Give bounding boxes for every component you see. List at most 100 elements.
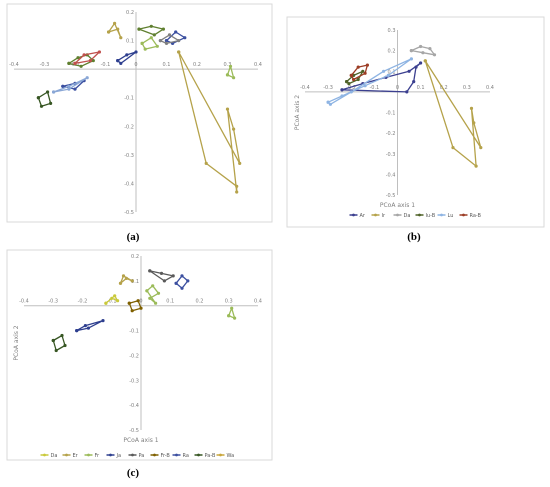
panel-label: (c) — [127, 467, 140, 479]
x-tick-label: 0.4 — [254, 299, 262, 305]
data-point — [382, 69, 386, 73]
data-point — [116, 59, 120, 63]
legend-marker — [175, 453, 178, 457]
panel-label: (b) — [407, 231, 421, 243]
legend-marker — [131, 453, 134, 457]
legend-marker — [65, 453, 68, 457]
x-tick-label: -0.2 — [78, 299, 88, 305]
legend-marker — [396, 213, 399, 217]
x-tick-label: -0.1 — [369, 85, 379, 91]
data-point — [361, 69, 365, 73]
data-point — [116, 299, 120, 303]
legend-marker — [374, 213, 377, 217]
data-point — [164, 39, 169, 43]
series-11 — [158, 33, 181, 46]
data-point — [419, 61, 423, 65]
series-line — [228, 307, 236, 319]
legend-label: Iu-B — [426, 213, 436, 219]
x-tick-label: 0.1 — [166, 299, 174, 305]
data-point — [88, 59, 92, 63]
x-axis-title: PCoA axis 1 — [123, 437, 158, 444]
legend-marker — [352, 213, 355, 217]
x-tick-label: 0.2 — [440, 85, 448, 91]
y-tick-label: -0.3 — [124, 153, 134, 159]
x-tick-label: 0 — [134, 62, 137, 68]
data-point — [121, 274, 126, 278]
data-point — [326, 100, 330, 104]
series-ja — [75, 319, 105, 333]
data-point — [63, 343, 67, 348]
y-tick-label: -0.1 — [124, 96, 134, 102]
data-point — [73, 87, 77, 91]
y-tick-label: 0.1 — [388, 69, 396, 75]
data-point — [386, 73, 390, 77]
x-tick-label: 0.3 — [463, 85, 471, 91]
data-point — [116, 27, 120, 31]
data-point — [174, 281, 178, 285]
data-point — [235, 190, 239, 194]
x-tick-label: 0.4 — [254, 62, 262, 68]
data-point — [152, 33, 156, 37]
x-tick-label: 0 — [139, 299, 142, 305]
legend-marker — [87, 453, 90, 457]
legend-label: Fr-B — [161, 453, 171, 459]
data-point — [36, 96, 41, 100]
series-line — [178, 51, 241, 193]
x-tick-label: 0.3 — [225, 299, 233, 305]
data-point — [161, 27, 165, 31]
legend-label: Da — [51, 453, 58, 459]
data-point — [60, 333, 64, 338]
y-tick-label: 0.1 — [131, 279, 139, 285]
data-point — [75, 329, 79, 333]
data-point — [340, 94, 344, 98]
data-point — [356, 77, 360, 82]
data-point — [73, 61, 77, 65]
legend-marker — [153, 453, 156, 457]
series-da — [104, 294, 120, 305]
x-tick-label: -0.1 — [101, 62, 111, 68]
data-point — [125, 53, 129, 57]
series-ra — [174, 274, 190, 290]
data-point — [130, 279, 134, 283]
series-7 — [116, 50, 138, 65]
data-point — [158, 39, 162, 43]
data-point — [474, 164, 478, 168]
data-point — [345, 80, 349, 84]
data-point — [352, 77, 356, 82]
data-point — [414, 65, 418, 69]
data-point — [180, 274, 184, 278]
legend-label: Er — [73, 453, 79, 459]
legend-marker — [418, 213, 421, 217]
data-point — [54, 348, 58, 353]
data-point — [407, 69, 411, 73]
series-ir — [423, 59, 483, 168]
series-ra-b — [349, 63, 369, 82]
legend-label: Pa-B — [205, 453, 216, 459]
x-axis-title: PCoA axis 1 — [380, 202, 415, 209]
data-point — [101, 319, 105, 323]
y-tick-label: -0.5 — [386, 193, 396, 199]
data-point — [86, 326, 90, 330]
data-point — [97, 50, 101, 54]
data-point — [79, 64, 83, 68]
data-point — [472, 121, 476, 125]
x-tick-label: 0.2 — [196, 299, 204, 305]
legend-marker — [109, 453, 112, 457]
data-point — [347, 82, 351, 86]
data-point — [232, 127, 236, 131]
series-lu — [326, 57, 413, 106]
data-point — [349, 73, 353, 77]
series-5 — [52, 76, 89, 94]
series-12 — [177, 50, 242, 194]
legend-label: Pa — [139, 453, 145, 459]
data-point — [228, 64, 233, 68]
data-point — [225, 107, 230, 111]
series-line — [68, 54, 94, 67]
series-13 — [225, 64, 236, 80]
x-tick-label: -0.4 — [300, 85, 310, 91]
series-8 — [137, 24, 165, 37]
data-point — [119, 61, 123, 65]
legend-label: Wa — [227, 453, 235, 459]
panel-frame — [6, 3, 273, 223]
